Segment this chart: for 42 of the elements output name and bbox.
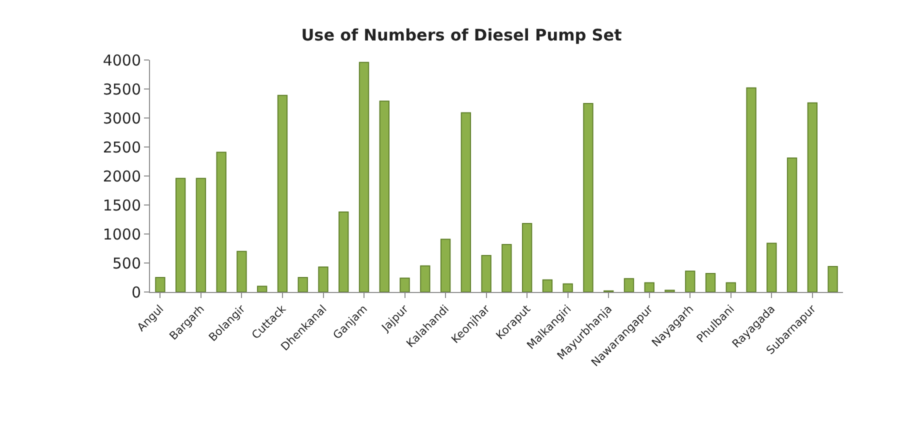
bar — [522, 223, 532, 292]
bar — [155, 277, 166, 292]
y-tick-label: 3500 — [102, 80, 141, 98]
bar — [358, 62, 370, 292]
bar — [481, 254, 492, 292]
y-tick-label: 1000 — [102, 225, 141, 244]
bar — [318, 266, 328, 292]
bar — [338, 211, 349, 292]
bar — [277, 94, 288, 292]
bar — [542, 279, 553, 292]
chart-title: Use of Numbers of Diesel Pump Set — [301, 26, 622, 45]
bar — [644, 282, 654, 292]
bar — [298, 277, 308, 292]
bar — [460, 112, 472, 292]
bar — [440, 238, 451, 292]
bar — [786, 158, 798, 292]
y-tick-label: 1500 — [102, 196, 141, 214]
bar — [257, 286, 268, 292]
bar — [420, 265, 430, 292]
bar — [624, 278, 634, 292]
bar — [562, 283, 573, 292]
y-tick-label: 2000 — [102, 167, 141, 186]
bar — [685, 270, 696, 292]
bar — [746, 87, 756, 292]
bar — [379, 100, 390, 292]
bar — [175, 178, 186, 292]
y-tick-label: 0 — [131, 283, 141, 302]
bar — [583, 103, 594, 292]
bar — [807, 102, 818, 292]
bar — [400, 278, 410, 292]
bar — [705, 272, 716, 292]
y-tick-label: 4000 — [102, 51, 141, 70]
bar — [828, 266, 838, 292]
bar — [726, 282, 736, 292]
bar — [196, 178, 206, 292]
bar — [216, 152, 226, 292]
bar — [236, 250, 247, 292]
bar — [502, 244, 512, 292]
y-tick-label: 500 — [112, 254, 141, 272]
y-tick-label: 2500 — [102, 138, 141, 156]
bar — [766, 242, 777, 292]
y-tick-label: 3000 — [102, 109, 141, 128]
